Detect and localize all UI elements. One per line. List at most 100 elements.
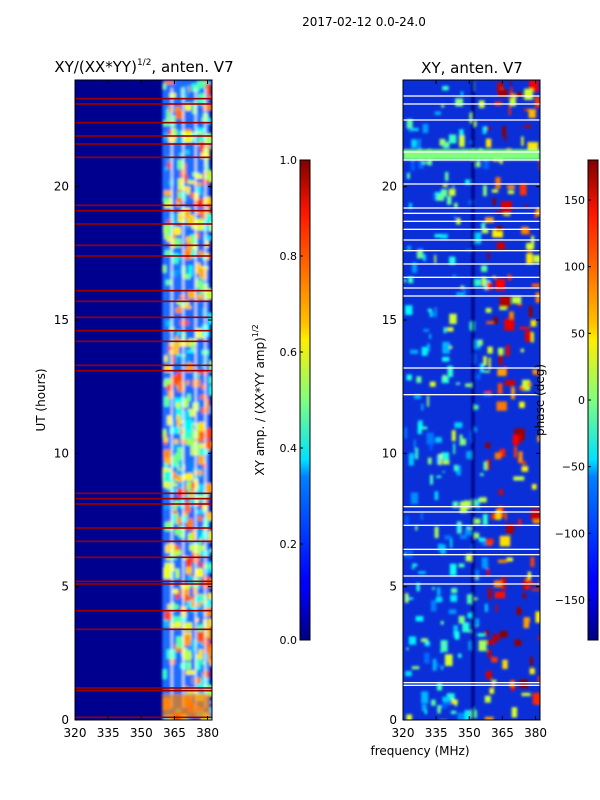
left-band-cell bbox=[172, 115, 176, 127]
right-phase-cell bbox=[437, 587, 441, 596]
right-phase-cell bbox=[430, 600, 437, 612]
right-phase-cell bbox=[509, 95, 516, 107]
left-flag-line bbox=[75, 364, 212, 367]
left-band-cell bbox=[191, 640, 195, 651]
right-phase-cell bbox=[421, 161, 430, 165]
right-phase-cell bbox=[538, 675, 540, 683]
left-band-cell bbox=[187, 532, 193, 542]
right-phase-cell bbox=[521, 461, 527, 465]
right-phase-cell bbox=[523, 617, 530, 629]
right-phase-cell bbox=[411, 139, 418, 148]
right-phase-cell bbox=[452, 185, 455, 188]
left-band-cell bbox=[167, 346, 174, 350]
left-band-cell bbox=[185, 237, 191, 242]
left-band-cell bbox=[199, 395, 208, 400]
left-flag-line bbox=[75, 223, 212, 225]
right-phase-cell bbox=[486, 321, 496, 325]
left-band-cell bbox=[198, 268, 207, 280]
left-band-cell bbox=[186, 242, 192, 253]
left-title-main: XY/(XX*YY) bbox=[54, 58, 137, 76]
left-band-cell bbox=[175, 111, 184, 119]
right-phase-cell bbox=[521, 692, 531, 697]
right-phase-cell bbox=[506, 557, 513, 562]
right-phase-cell bbox=[436, 662, 440, 667]
left-flag-line bbox=[75, 340, 212, 343]
right-phase-cell bbox=[472, 427, 478, 432]
left-band-cell bbox=[202, 103, 212, 111]
right-ytick-label: 0 bbox=[389, 713, 397, 727]
right-phase-cell bbox=[519, 326, 530, 330]
left-colorbar-tick-label: 0.8 bbox=[280, 250, 298, 263]
right-phase-cell bbox=[440, 620, 444, 625]
left-band-cell bbox=[169, 427, 180, 434]
left-band-cell bbox=[164, 81, 174, 85]
left-band-cell bbox=[206, 95, 212, 100]
right-flag-line bbox=[403, 151, 540, 153]
right-phase-cell bbox=[451, 430, 456, 442]
left-band-cell bbox=[198, 515, 203, 522]
right-phase-cell bbox=[520, 348, 524, 353]
left-band-cell bbox=[206, 213, 212, 222]
right-phase-cell bbox=[465, 554, 474, 562]
right-phase-cell bbox=[426, 343, 431, 352]
left-band-cell bbox=[190, 422, 198, 426]
left-band-cell bbox=[196, 649, 205, 661]
left-band-cell bbox=[186, 393, 191, 402]
left-band-cell bbox=[209, 385, 212, 396]
right-flag-line bbox=[403, 554, 540, 556]
right-phase-cell bbox=[406, 119, 413, 129]
right-flag-line bbox=[403, 250, 540, 252]
left-band-cell bbox=[205, 236, 209, 248]
right-phase-cell bbox=[526, 243, 534, 250]
left-band-cell bbox=[177, 381, 185, 392]
right-phase-cell bbox=[458, 653, 462, 658]
right-phase-cell bbox=[466, 451, 472, 459]
right-phase-cell bbox=[536, 207, 540, 216]
right-phase-cell bbox=[496, 242, 506, 250]
right-phase-cell bbox=[524, 125, 532, 128]
right-phase-cell bbox=[460, 285, 464, 289]
right-phase-cell bbox=[421, 346, 428, 356]
right-phase-cell bbox=[415, 525, 418, 531]
left-band-cell bbox=[195, 277, 203, 289]
left-band-cell bbox=[192, 529, 196, 541]
right-phase-cell bbox=[407, 245, 411, 251]
right-phase-cell bbox=[442, 141, 450, 149]
right-phase-cell bbox=[415, 616, 424, 622]
right-phase-cell bbox=[499, 535, 511, 547]
left-band-cell bbox=[167, 415, 172, 426]
left-band-cell bbox=[206, 511, 212, 522]
left-band-cell bbox=[193, 198, 204, 208]
left-band-cell bbox=[198, 690, 204, 694]
left-flag-line bbox=[75, 540, 212, 543]
right-phase-cell bbox=[475, 618, 480, 626]
left-band-cell bbox=[174, 545, 180, 551]
right-phase-cell bbox=[528, 109, 536, 119]
left-band-cell bbox=[164, 355, 168, 363]
right-phase-cell bbox=[475, 161, 481, 168]
left-colorbar-gradient bbox=[299, 159, 311, 641]
left-xtick-label: 380 bbox=[196, 726, 219, 740]
left-axes: 320 335 350 365 380 0 5 10 15 20 bbox=[54, 80, 219, 740]
right-phase-cell bbox=[483, 370, 490, 373]
right-phase-cell bbox=[434, 491, 439, 501]
right-phase-cell bbox=[475, 232, 482, 244]
right-ytick-label: 20 bbox=[382, 180, 397, 194]
right-phase-cell bbox=[473, 404, 479, 410]
right-phase-cell bbox=[477, 498, 480, 509]
right-flag-line bbox=[403, 119, 540, 121]
left-band-cell bbox=[163, 618, 169, 628]
right-phase-cell bbox=[521, 136, 524, 146]
left-band-cell bbox=[178, 430, 185, 434]
left-band-cell bbox=[208, 618, 212, 628]
left-band-cell bbox=[195, 210, 205, 215]
left-flag-line bbox=[75, 716, 212, 719]
left-band-cell bbox=[162, 197, 170, 202]
left-flag-line bbox=[75, 580, 212, 583]
right-phase-cell bbox=[522, 593, 527, 599]
right-phase-cell bbox=[522, 379, 531, 391]
right-flag-line bbox=[403, 548, 540, 550]
right-phase-cell bbox=[411, 666, 420, 670]
left-band-cell bbox=[176, 516, 181, 526]
right-phase-cell bbox=[504, 136, 507, 141]
